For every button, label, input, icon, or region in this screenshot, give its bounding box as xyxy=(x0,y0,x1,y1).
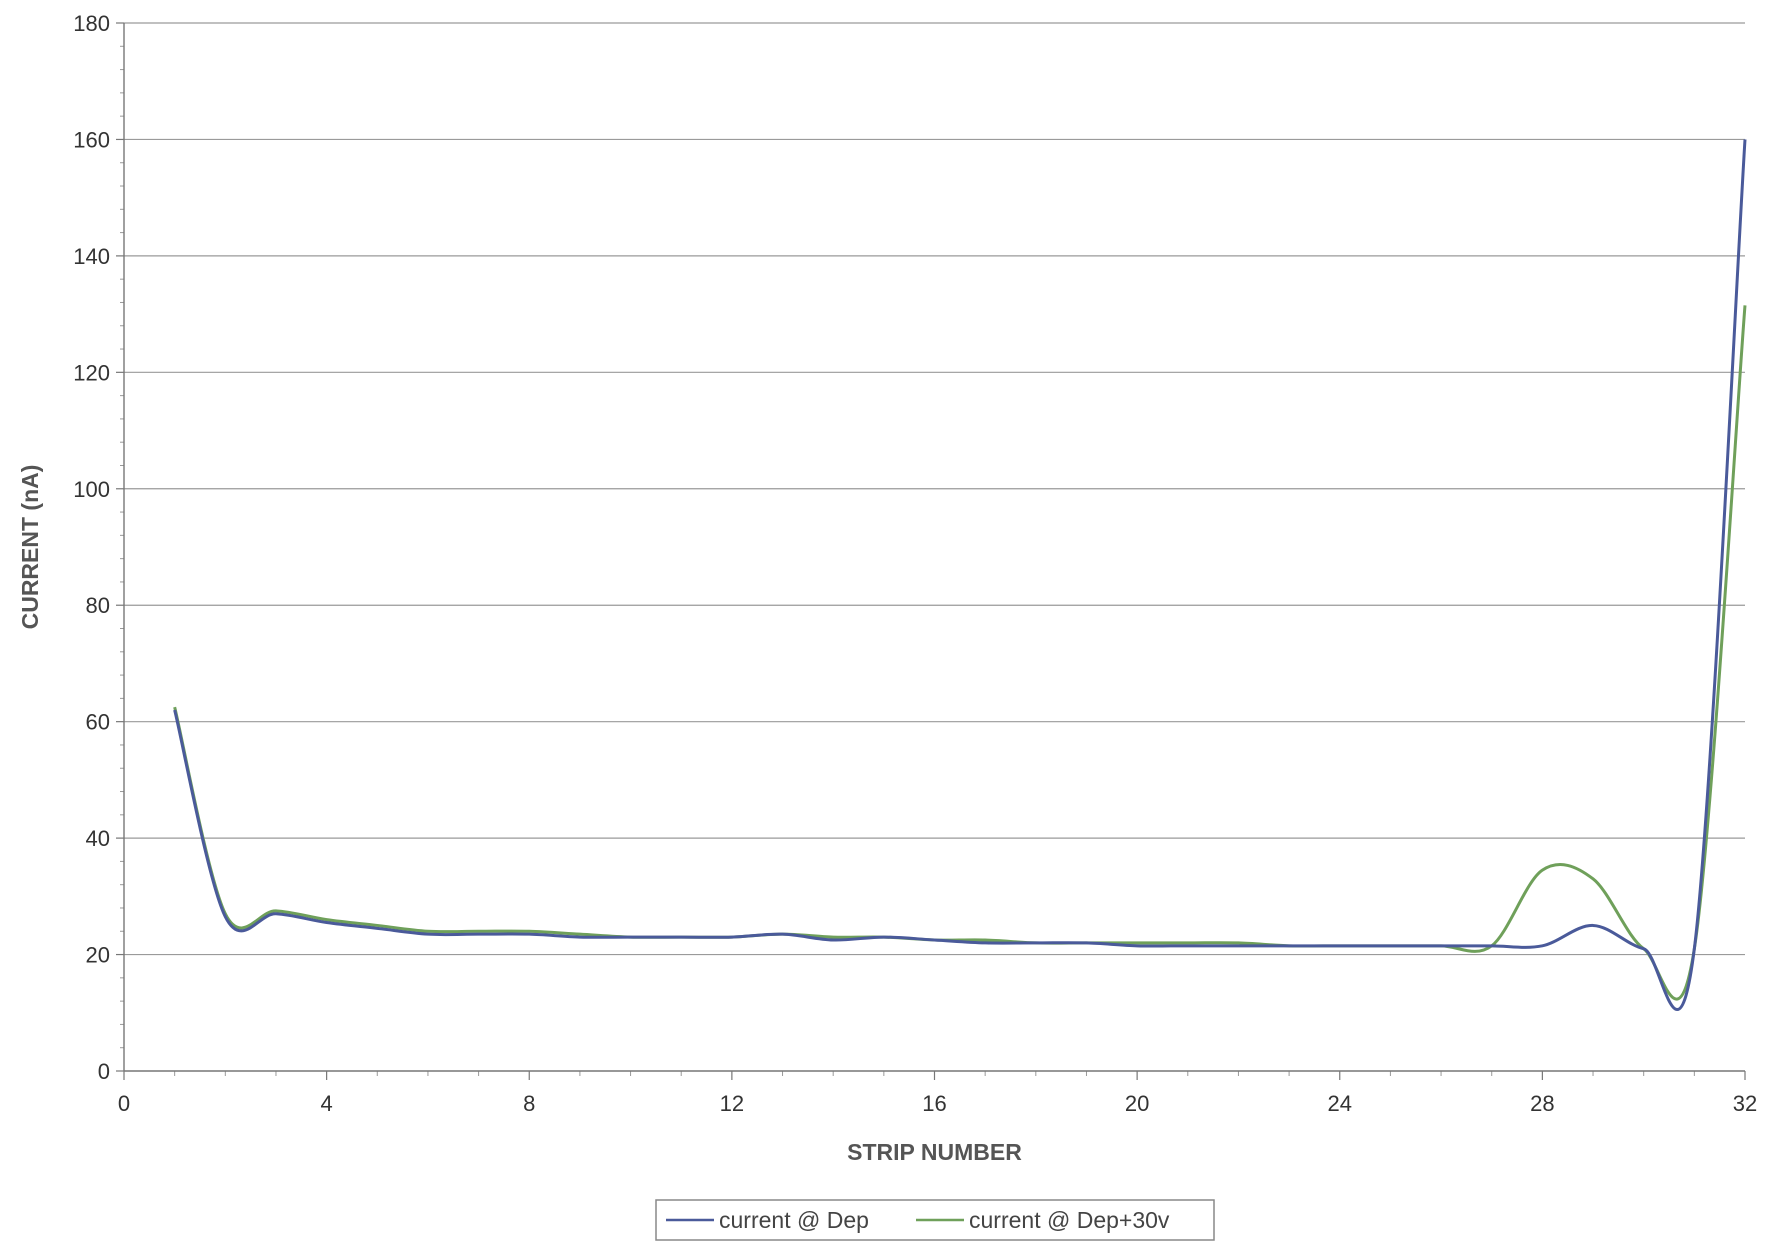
y-tick-label-0: 0 xyxy=(98,1059,110,1084)
y-tick-label-100: 100 xyxy=(73,477,110,502)
legend: current @ Dep current @ Dep+30v xyxy=(655,1199,1215,1241)
y-axis-title: CURRENT (nA) xyxy=(17,465,43,630)
x-tick-label-32: 32 xyxy=(1733,1091,1757,1116)
legend-label-current-dep: current @ Dep xyxy=(719,1207,869,1233)
y-tick-label-60: 60 xyxy=(86,710,110,735)
x-tick-label-20: 20 xyxy=(1125,1091,1149,1116)
y-tick-label-140: 140 xyxy=(73,244,110,269)
x-tick-label-28: 28 xyxy=(1530,1091,1554,1116)
minor-ticks xyxy=(120,45,1695,1076)
x-tick-label-16: 16 xyxy=(922,1091,946,1116)
y-tick-label-20: 20 xyxy=(86,943,110,968)
tick-labels: 0 20 40 60 80 100 120 140 160 180 0 4 8 12 16 20 24 28 32 xyxy=(73,11,1757,1116)
x-tick-label-12: 12 xyxy=(720,1091,744,1116)
x-tick-label-4: 4 xyxy=(321,1091,333,1116)
y-tick-label-80: 80 xyxy=(86,593,110,618)
series-line-current-dep-30v xyxy=(173,305,1747,1001)
y-tick-label-40: 40 xyxy=(86,826,110,851)
x-tick-label-8: 8 xyxy=(523,1091,535,1116)
y-tick-label-180: 180 xyxy=(73,11,110,36)
axes xyxy=(116,22,1746,1080)
legend-label-current-dep-30v: current @ Dep+30v xyxy=(969,1207,1170,1233)
y-tick-label-160: 160 xyxy=(73,127,110,152)
series-line-current-dep xyxy=(173,139,1747,1011)
x-axis-title: STRIP NUMBER xyxy=(847,1139,1022,1165)
gridlines xyxy=(124,22,1745,956)
y-tick-label-120: 120 xyxy=(73,360,110,385)
x-tick-label-24: 24 xyxy=(1328,1091,1352,1116)
x-tick-label-0: 0 xyxy=(118,1091,130,1116)
series-lines xyxy=(173,139,1747,1011)
